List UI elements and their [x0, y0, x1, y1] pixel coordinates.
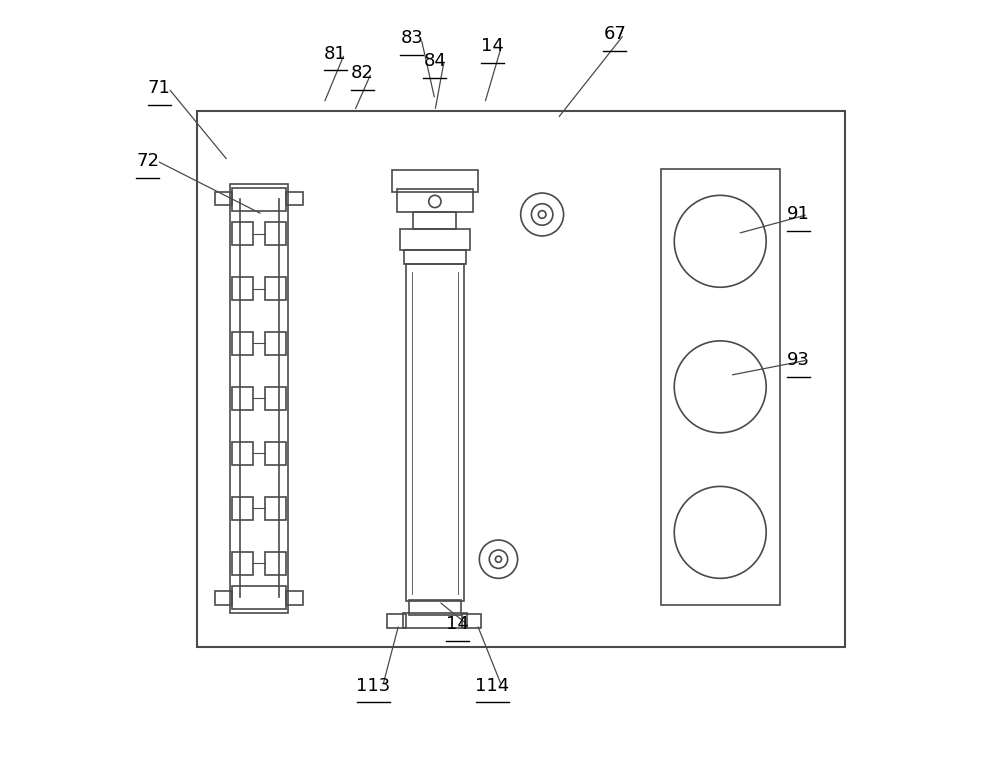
Bar	[387, 614, 406, 628]
Bar	[232, 222, 253, 245]
Bar	[286, 192, 303, 205]
Text: 114: 114	[475, 676, 509, 695]
Bar	[265, 332, 286, 355]
Text: 14: 14	[481, 37, 504, 55]
Text: 91: 91	[787, 205, 810, 224]
Bar	[232, 188, 286, 211]
Bar	[400, 229, 470, 250]
Text: 113: 113	[356, 676, 391, 695]
Bar	[232, 442, 253, 465]
Bar	[413, 212, 456, 229]
Bar	[265, 552, 286, 574]
Bar	[230, 184, 288, 613]
Bar	[404, 250, 466, 264]
Bar	[406, 264, 464, 601]
Text: 83: 83	[400, 29, 423, 47]
Text: 82: 82	[351, 64, 374, 82]
Bar	[265, 496, 286, 519]
Bar	[232, 387, 253, 410]
Bar	[232, 496, 253, 519]
Bar	[265, 277, 286, 300]
Bar	[397, 189, 473, 212]
Bar	[286, 591, 303, 605]
Bar	[232, 586, 286, 609]
Bar	[232, 332, 253, 355]
Text: 72: 72	[136, 152, 159, 170]
Bar	[232, 277, 253, 300]
Bar	[265, 442, 286, 465]
Bar	[215, 591, 232, 605]
Bar	[265, 387, 286, 410]
Text: 81: 81	[324, 44, 347, 63]
Text: 71: 71	[148, 79, 171, 97]
Text: 84: 84	[423, 52, 446, 70]
Text: 93: 93	[787, 351, 810, 369]
Bar	[403, 613, 467, 628]
Bar	[661, 169, 780, 605]
Text: 67: 67	[603, 25, 626, 44]
Bar	[215, 192, 232, 205]
Bar	[462, 614, 481, 628]
Bar	[232, 552, 253, 574]
Bar	[265, 222, 286, 245]
Bar	[392, 170, 478, 192]
Bar	[197, 111, 845, 647]
Text: 14: 14	[446, 615, 469, 633]
Bar	[409, 600, 461, 615]
